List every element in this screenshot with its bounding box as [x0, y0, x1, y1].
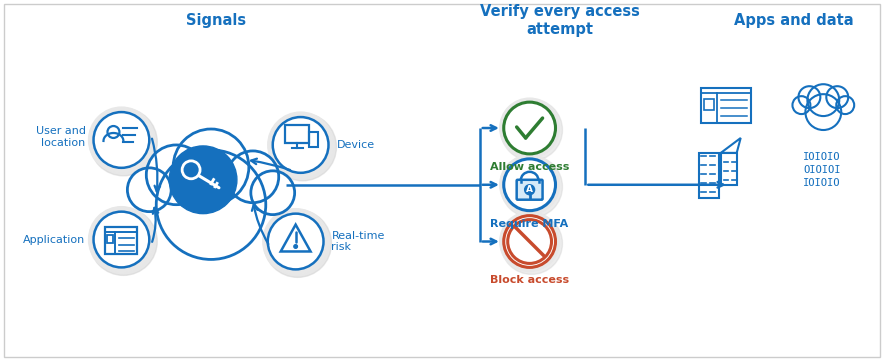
Circle shape [89, 208, 157, 275]
Circle shape [263, 210, 332, 278]
Circle shape [269, 113, 337, 181]
Circle shape [792, 96, 811, 114]
Text: IOIOIO
OIOIOI
IOIOIO: IOIOIO OIOIOI IOIOIO [804, 151, 841, 188]
FancyBboxPatch shape [701, 88, 751, 123]
Circle shape [524, 185, 535, 195]
Circle shape [500, 99, 562, 161]
Text: Apps and data: Apps and data [734, 13, 853, 28]
Circle shape [127, 168, 171, 212]
Circle shape [173, 129, 249, 205]
Circle shape [500, 156, 562, 218]
Text: Allow access: Allow access [490, 162, 569, 172]
Text: User and
location: User and location [35, 126, 86, 148]
Circle shape [293, 245, 297, 248]
Circle shape [268, 112, 333, 178]
Circle shape [500, 213, 562, 274]
Circle shape [94, 112, 149, 168]
FancyBboxPatch shape [720, 153, 736, 185]
Circle shape [88, 207, 155, 272]
Circle shape [94, 212, 149, 267]
Circle shape [504, 102, 555, 154]
Text: Real-time
risk: Real-time risk [332, 231, 385, 252]
Circle shape [169, 146, 237, 214]
Text: A: A [526, 185, 533, 194]
Circle shape [805, 94, 842, 130]
Circle shape [187, 166, 195, 174]
Circle shape [807, 84, 839, 116]
Circle shape [499, 212, 560, 271]
Circle shape [146, 145, 206, 205]
FancyBboxPatch shape [704, 99, 713, 110]
Circle shape [827, 86, 849, 108]
Text: Verify every access
attempt: Verify every access attempt [479, 4, 639, 37]
Circle shape [504, 159, 555, 211]
Circle shape [88, 107, 155, 173]
Circle shape [89, 108, 157, 176]
Text: Signals: Signals [186, 13, 246, 28]
Circle shape [798, 86, 820, 108]
Circle shape [504, 216, 555, 267]
Circle shape [268, 214, 324, 269]
Circle shape [836, 96, 854, 114]
Text: Block access: Block access [490, 275, 569, 285]
Text: Application: Application [23, 234, 86, 244]
Text: Device: Device [337, 140, 375, 150]
FancyBboxPatch shape [699, 153, 719, 198]
Circle shape [499, 155, 560, 215]
FancyBboxPatch shape [516, 180, 543, 200]
Circle shape [263, 209, 329, 274]
Circle shape [227, 151, 278, 203]
Circle shape [156, 150, 266, 260]
Text: Require MFA: Require MFA [491, 219, 568, 229]
Circle shape [273, 117, 329, 173]
Circle shape [499, 98, 560, 158]
Circle shape [251, 171, 294, 215]
